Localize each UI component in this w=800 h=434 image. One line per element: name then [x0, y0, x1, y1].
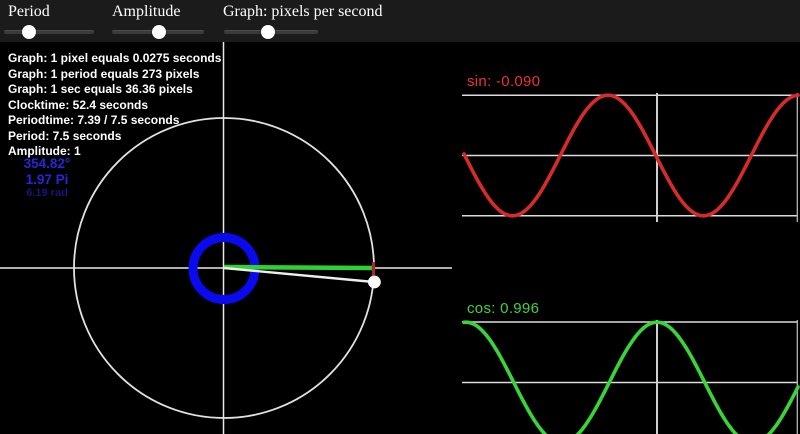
graph-speed-slider-label: Graph: pixels per second [223, 3, 383, 20]
toolbar: Period Amplitude Graph: pixels per secon… [0, 0, 800, 42]
period-slider[interactable] [4, 25, 94, 39]
radius-line [223, 266, 375, 284]
sin-graph [462, 93, 800, 222]
graph-speed-slider[interactable] [224, 25, 318, 39]
sin-value-label: sin: -0.090 [467, 73, 541, 90]
angle-degrees: 354.82° [23, 156, 71, 171]
info-line: Periodtime: 7.39 / 7.5 seconds [8, 113, 180, 127]
period-slider-label: Period [8, 3, 50, 20]
info-line: Graph: 1 period equals 273 pixels [8, 66, 200, 81]
angle-readout: 354.82° 1.97 Pi 6.19 rad [12, 156, 82, 200]
amplitude-slider-label: Amplitude [112, 3, 181, 20]
sin-curve [462, 93, 800, 218]
angle-pi: 1.97 Pi [25, 171, 69, 187]
cos-value-label: cos: 0.996 [467, 300, 540, 317]
info-line: Period: 7.5 seconds [8, 128, 122, 143]
info-line: Graph: 1 pixel equals 0.0275 seconds [8, 51, 222, 65]
circle-point-handle[interactable] [368, 275, 381, 289]
cos-component-line [223, 264, 374, 271]
info-panel: Graph: 1 pixel equals 0.0275 seconds Gra… [8, 51, 221, 160]
info-line: Graph: 1 sec equals 36.36 pixels [8, 82, 193, 96]
amplitude-slider-thumb[interactable] [151, 25, 166, 39]
cos-curve [462, 320, 800, 434]
info-line: Clocktime: 52.4 seconds [8, 97, 149, 112]
graph-speed-slider-thumb[interactable] [261, 25, 276, 39]
cos-graph [462, 320, 800, 434]
angle-radians: 6.19 rad [26, 187, 68, 199]
amplitude-slider[interactable] [112, 25, 204, 39]
info-line: Amplitude: 1 [8, 144, 81, 158]
period-slider-thumb[interactable] [22, 25, 37, 39]
